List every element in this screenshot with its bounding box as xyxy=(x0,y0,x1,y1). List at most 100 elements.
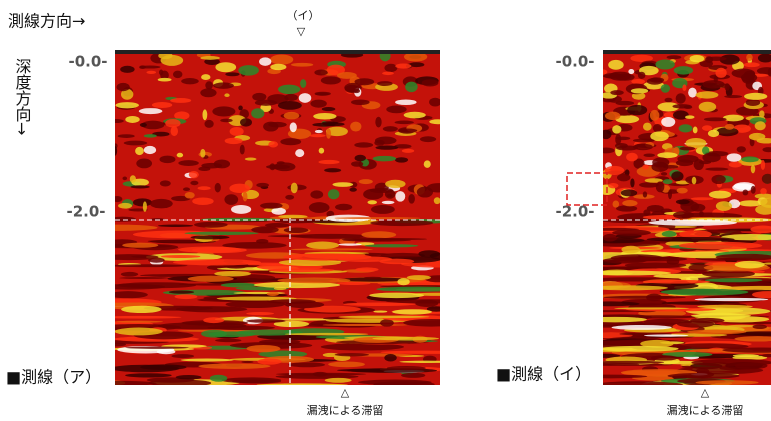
radar-texture xyxy=(165,119,180,128)
marker-symbol: ▽ xyxy=(297,25,306,38)
radar-texture xyxy=(395,121,414,125)
radar-texture xyxy=(382,201,395,204)
radar-texture xyxy=(702,125,712,131)
radar-texture xyxy=(704,117,727,121)
radar-panel-b xyxy=(564,50,771,389)
radar-texture xyxy=(387,366,426,370)
radar-texture xyxy=(695,298,769,301)
radar-texture xyxy=(349,188,356,192)
radar-texture xyxy=(355,267,378,271)
radar-texture xyxy=(246,312,274,315)
radar-texture xyxy=(125,116,139,123)
radar-texture xyxy=(159,69,163,75)
radar-texture xyxy=(650,110,660,121)
radar-texture xyxy=(735,362,768,369)
radar-texture xyxy=(125,347,189,349)
radar-texture xyxy=(667,373,739,379)
radar-texture xyxy=(240,118,252,126)
radar-texture xyxy=(679,124,693,132)
radar-texture xyxy=(310,190,323,198)
radar-texture xyxy=(653,124,662,132)
radar-texture xyxy=(407,275,431,280)
radar-texture xyxy=(335,353,369,356)
radar-texture xyxy=(143,201,147,211)
radar-texture xyxy=(121,272,138,277)
radar-texture xyxy=(688,88,697,98)
radar-texture xyxy=(198,363,270,369)
radar-texture xyxy=(626,153,638,162)
radar-texture xyxy=(160,180,171,186)
radar-texture xyxy=(661,117,675,127)
radar-texture xyxy=(159,156,175,164)
radar-texture xyxy=(699,102,716,112)
radar-texture xyxy=(643,280,710,284)
radar-texture xyxy=(429,98,441,107)
radar-texture xyxy=(354,142,373,147)
radar-texture xyxy=(171,354,194,358)
radar-texture xyxy=(367,200,377,204)
radar-texture xyxy=(256,383,347,386)
figure: 測線方向→ 深度方向→ （イ） ▽ -0.0- -2.0- ■測線（ア） △ 漏… xyxy=(0,0,771,421)
radar-texture xyxy=(229,184,250,193)
radar-texture xyxy=(192,197,213,205)
radar-texture xyxy=(265,223,290,228)
line-label: ■測線（ア） xyxy=(6,368,101,387)
radar-texture xyxy=(190,181,198,185)
radar-texture xyxy=(599,69,608,74)
radar-texture xyxy=(251,108,264,118)
radar-texture xyxy=(108,264,188,267)
line-label: ■測線（イ） xyxy=(496,365,591,384)
radar-texture xyxy=(278,215,307,219)
radar-texture xyxy=(332,182,353,187)
radar-texture xyxy=(697,305,753,308)
radar-texture xyxy=(359,179,373,184)
radar-texture xyxy=(335,217,421,219)
radar-texture xyxy=(150,199,173,209)
radar-texture xyxy=(384,64,397,72)
radar-texture xyxy=(201,74,210,80)
radar-texture xyxy=(259,339,301,344)
note-symbol: △ xyxy=(341,386,350,399)
radar-texture xyxy=(633,139,655,143)
radar-texture xyxy=(117,83,130,91)
radar-texture xyxy=(610,90,623,95)
radar-texture xyxy=(401,373,425,378)
radar-texture xyxy=(668,189,672,199)
note-symbol: △ xyxy=(701,386,710,399)
radar-texture xyxy=(373,310,387,312)
radar-texture xyxy=(284,112,300,120)
radar-texture xyxy=(130,175,136,183)
radar-texture xyxy=(382,72,394,75)
radar-texture xyxy=(667,55,682,59)
radar-texture xyxy=(291,183,298,194)
radar-texture xyxy=(232,380,281,384)
radar-texture xyxy=(291,63,313,67)
radar-texture xyxy=(139,66,160,69)
radar-texture xyxy=(112,196,122,202)
radar-texture xyxy=(380,319,394,327)
radar-texture xyxy=(208,331,255,337)
radar-texture xyxy=(679,242,763,250)
radar-texture xyxy=(215,183,221,193)
radar-texture xyxy=(691,204,706,212)
radar-texture xyxy=(225,138,243,144)
radar-texture xyxy=(677,188,688,194)
depth-label: -0.0- xyxy=(68,53,107,71)
radar-texture xyxy=(313,113,336,120)
radar-texture xyxy=(385,180,405,188)
radar-texture xyxy=(392,309,432,314)
radar-texture xyxy=(613,201,620,208)
radar-texture xyxy=(140,123,147,127)
radar-texture xyxy=(306,242,339,249)
radar-texture xyxy=(318,160,339,164)
radar-texture xyxy=(384,354,396,361)
radar-texture xyxy=(743,190,749,196)
radar-texture xyxy=(651,355,678,360)
radar-texture xyxy=(176,375,202,379)
radar-texture xyxy=(284,227,309,233)
radar-texture xyxy=(139,108,163,114)
radar-texture xyxy=(723,115,744,122)
radar-texture xyxy=(603,296,686,299)
radar-texture xyxy=(246,319,285,323)
radar-texture xyxy=(656,181,665,192)
